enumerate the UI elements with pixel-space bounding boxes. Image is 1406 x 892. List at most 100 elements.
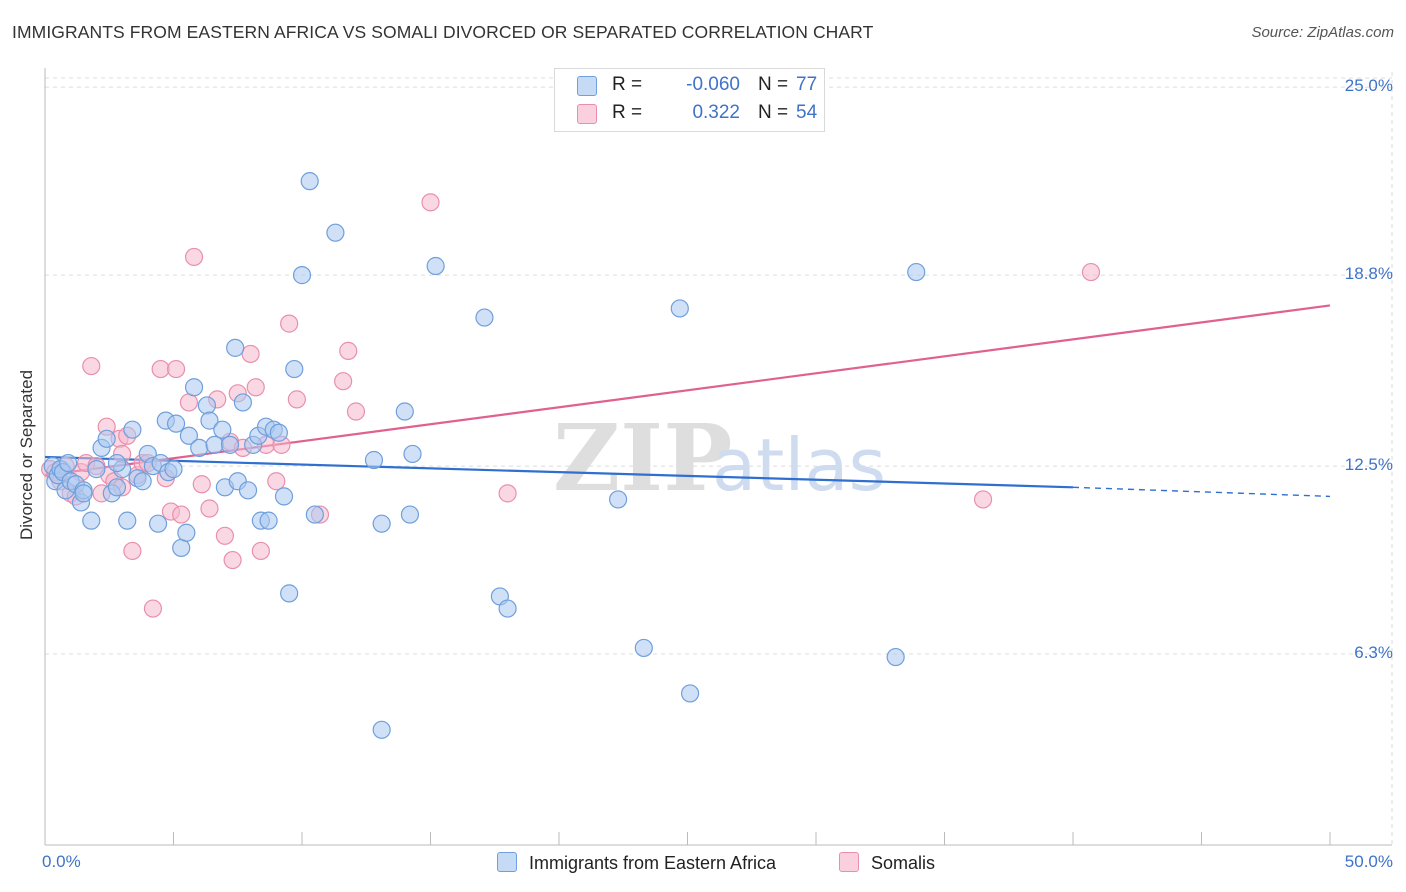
legend-n-label: N = <box>758 74 789 95</box>
pink-point <box>498 484 517 503</box>
blue-point <box>172 538 191 558</box>
blue-point <box>285 359 304 379</box>
blue-point <box>226 338 245 357</box>
blue-point <box>107 478 127 497</box>
pink-point <box>223 550 242 570</box>
legend-r-label: R = <box>612 74 643 95</box>
pink-point <box>339 341 358 360</box>
bottom-legend-item-pink: Somalis <box>839 852 935 874</box>
blue-point <box>184 378 204 397</box>
blue-point <box>190 438 209 457</box>
blue-point <box>82 511 101 530</box>
y-tick-label: 6.3% <box>1354 643 1393 663</box>
blue-point <box>59 453 78 473</box>
blue-point <box>269 423 288 442</box>
blue-point <box>670 299 689 318</box>
blue-point <box>205 435 224 454</box>
blue-point <box>426 256 445 276</box>
blue-trend-line <box>44 455 1074 489</box>
blue-point <box>475 308 494 327</box>
blue-point <box>107 453 127 473</box>
pink-point <box>192 475 211 494</box>
blue-point <box>87 460 106 479</box>
pink-point <box>334 372 353 391</box>
blue-point <box>280 584 299 603</box>
legend-n-label: N = <box>758 102 789 123</box>
bottom-legend-swatch-blue <box>497 852 517 872</box>
blue-point <box>213 420 232 439</box>
blue-point <box>400 505 420 524</box>
pink-point <box>215 526 234 545</box>
blue-point <box>200 411 219 430</box>
bottom-legend-item-blue: Immigrants from Eastern Africa <box>497 852 776 874</box>
blue-point <box>403 444 422 464</box>
stats-legend: R = -0.060 N = 77 R = 0.322 N = 54 <box>554 68 825 132</box>
blue-point <box>238 481 258 500</box>
pink-point <box>267 472 286 491</box>
bottom-legend-label-pink: Somalis <box>871 853 936 873</box>
legend-n-value: 77 <box>796 74 818 95</box>
blue-point <box>274 487 294 506</box>
pink-point <box>241 344 260 364</box>
pink-point <box>287 390 306 409</box>
pink-point <box>184 247 204 267</box>
legend-swatch-pink <box>577 104 597 124</box>
blue-point <box>177 523 196 542</box>
x-tick-label-max: 50.0% <box>1344 852 1393 871</box>
chart-title: IMMIGRANTS FROM EASTERN AFRICA VS SOMALI… <box>12 22 874 42</box>
blue-trend-extension <box>1072 486 1331 498</box>
pink-point <box>179 393 199 412</box>
blue-point <box>148 514 168 533</box>
blue-point <box>634 638 653 658</box>
legend-r-value: -0.060 <box>686 74 740 95</box>
blue-point <box>259 511 278 530</box>
y-tick-label: 18.8% <box>1344 264 1393 284</box>
pink-point <box>246 378 265 397</box>
legend-n-value: 54 <box>796 102 818 123</box>
blue-point <box>886 647 905 667</box>
pink-point <box>200 499 219 518</box>
blue-point <box>907 262 926 282</box>
blue-point <box>372 720 391 739</box>
blue-point <box>97 429 116 448</box>
pink-point <box>143 599 163 618</box>
blue-point <box>326 223 345 242</box>
blue-point <box>372 514 391 533</box>
blue-point <box>233 393 252 412</box>
pink-point <box>421 193 440 212</box>
blue-point <box>395 402 414 421</box>
pink-point <box>973 490 993 509</box>
bottom-legend-swatch-pink <box>839 852 859 872</box>
watermark-zip: ZIP <box>553 404 732 512</box>
pink-point <box>123 541 142 561</box>
pink-point <box>251 541 270 561</box>
pink-point <box>346 402 366 421</box>
blue-point <box>166 414 186 433</box>
y-tick-label: 25.0% <box>1344 76 1393 96</box>
blue-point <box>123 420 142 439</box>
pink-point <box>1081 262 1101 282</box>
blue-point <box>179 426 199 445</box>
pink-point <box>280 314 299 333</box>
blue-point <box>300 172 319 191</box>
blue-point <box>609 490 628 509</box>
blue-point <box>364 450 384 470</box>
blue-point <box>305 505 324 524</box>
pink-point <box>151 359 170 379</box>
blue-point <box>220 435 240 454</box>
legend-swatch-blue <box>577 76 597 96</box>
blue-point <box>680 684 700 703</box>
bottom-legend-label-blue: Immigrants from Eastern Africa <box>529 853 777 873</box>
blue-point <box>292 266 312 285</box>
y-tick-label: 12.5% <box>1344 455 1393 475</box>
blue-point <box>164 460 183 479</box>
x-tick-label-min: 0.0% <box>42 852 81 871</box>
blue-point <box>118 511 137 530</box>
source-label: Source: ZipAtlas.com <box>1251 24 1394 41</box>
watermark-atlas: atlas <box>712 423 886 507</box>
blue-point <box>197 396 217 415</box>
pink-point <box>166 359 186 379</box>
blue-point <box>498 599 517 618</box>
blue-point <box>133 472 152 491</box>
blue-point <box>74 484 93 503</box>
